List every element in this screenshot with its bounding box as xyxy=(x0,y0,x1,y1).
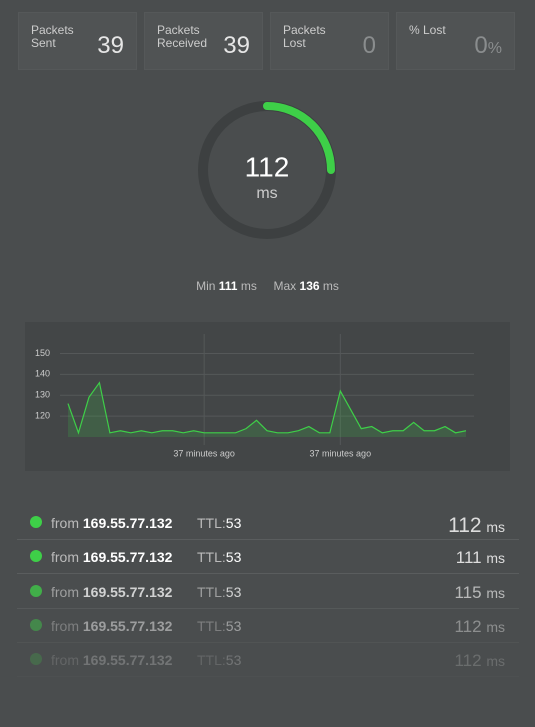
ttl-text: TTL:53 xyxy=(197,549,241,565)
time-value: 112 xyxy=(454,651,482,671)
time-unit: ms xyxy=(486,618,505,635)
status-dot xyxy=(30,550,42,563)
line-area xyxy=(68,382,466,437)
time-value: 112 xyxy=(448,514,482,537)
ttl-label: TTL: xyxy=(197,549,226,566)
gauge-arc xyxy=(263,102,335,174)
from-label: from xyxy=(51,583,79,600)
gauge-unit: ms xyxy=(256,185,277,202)
from-label: from xyxy=(51,515,79,531)
graphics: 112 ms 120 130 140 150 37 minutes ago 37 minu… xyxy=(25,101,510,471)
y-tick-label: 150 xyxy=(35,348,50,358)
ttl-text: TTL:53 xyxy=(197,618,241,634)
ttl-value: 53 xyxy=(225,617,242,634)
time-text: 115 ms xyxy=(454,583,505,603)
status-dot xyxy=(30,653,42,666)
ping-row: from 169.55.77.132 TTL:53 111 ms xyxy=(17,539,519,575)
host: 169.55.77.132 xyxy=(82,549,173,566)
from-text: from 169.55.77.132 xyxy=(51,652,172,668)
time-text: 112 ms xyxy=(454,651,505,671)
ttl-text: TTL:53 xyxy=(197,584,241,600)
stat-value-wrap: 39 xyxy=(223,32,250,60)
from-label: from xyxy=(51,549,79,566)
ping-row: from 169.55.77.132 TTL:53 112 ms xyxy=(17,642,519,678)
from-text: from 169.55.77.132 xyxy=(51,584,172,600)
host: 169.55.77.132 xyxy=(82,515,173,531)
chart-panel xyxy=(25,322,510,471)
gauge-value: 112 xyxy=(245,151,290,182)
time-unit: ms xyxy=(486,653,505,670)
status-dot xyxy=(30,584,42,597)
time-unit: ms xyxy=(486,550,505,567)
from-text: from 169.55.77.132 xyxy=(51,549,172,565)
host: 169.55.77.132 xyxy=(82,617,173,634)
ping-row: from 169.55.77.132 TTL:53 112 ms xyxy=(17,608,519,643)
ttl-text: TTL:53 xyxy=(197,652,241,668)
min-max-summary: Min 111 ms Max 136 ms xyxy=(0,279,535,293)
stat-label: Packets Lost xyxy=(283,23,326,50)
host: 169.55.77.132 xyxy=(82,583,173,600)
line xyxy=(67,381,467,435)
time-value: 112 xyxy=(454,616,482,636)
stat-label: % Lost xyxy=(409,23,446,37)
from-label: from xyxy=(51,652,79,669)
time-text: 112 ms xyxy=(448,514,505,538)
ttl-value: 53 xyxy=(225,583,242,600)
min-label: Min xyxy=(196,279,216,293)
stat-box: % Lost 0% xyxy=(396,12,515,70)
from-text: from 169.55.77.132 xyxy=(51,515,172,531)
from-text: from 169.55.77.132 xyxy=(51,618,172,634)
stat-value: 0 xyxy=(474,32,488,59)
host: 169.55.77.132 xyxy=(82,652,173,669)
chart: 120 130 140 150 37 minutes ago 37 minutes ago xyxy=(35,334,474,458)
ping-row: from 169.55.77.132 TTL:53 112 ms xyxy=(17,505,519,540)
stat-value: 0 xyxy=(362,32,376,59)
stat-label: Packets Sent xyxy=(31,23,74,50)
max-value: 136 xyxy=(299,279,320,293)
x-tick-label: 37 minutes ago xyxy=(173,448,235,458)
ttl-label: TTL: xyxy=(197,515,226,531)
x-tick-label: 37 minutes ago xyxy=(310,448,372,458)
min-unit: ms xyxy=(240,279,257,293)
ttl-value: 53 xyxy=(225,652,242,669)
ttl-value: 53 xyxy=(225,515,242,531)
stat-value-wrap: 0 xyxy=(363,32,376,60)
y-tick-label: 140 xyxy=(35,369,50,379)
stat-value: 39 xyxy=(97,32,124,59)
ping-row: from 169.55.77.132 TTL:53 115 ms xyxy=(17,574,519,609)
time-unit: ms xyxy=(486,519,505,535)
status-dot xyxy=(30,516,42,528)
status-dot xyxy=(30,618,42,631)
max-unit: ms xyxy=(322,279,339,293)
ttl-label: TTL: xyxy=(197,583,226,600)
stat-value: 39 xyxy=(223,32,250,59)
ttl-label: TTL: xyxy=(197,652,226,669)
y-tick-label: 120 xyxy=(35,410,50,420)
stat-value-wrap: 39 xyxy=(97,32,124,60)
time-unit: ms xyxy=(486,584,505,601)
time-value: 111 xyxy=(455,548,482,568)
time-text: 111 ms xyxy=(456,548,505,568)
ttl-label: TTL: xyxy=(197,617,226,634)
time-value: 115 xyxy=(454,582,482,602)
ttl-value: 53 xyxy=(225,549,242,566)
max-label: Max xyxy=(273,279,297,293)
stat-box: Packets Sent 39 xyxy=(18,12,137,70)
stat-box: Packets Lost 0 xyxy=(270,12,389,70)
stat-unit: % xyxy=(487,40,502,57)
ttl-text: TTL:53 xyxy=(197,515,241,531)
time-text: 112 ms xyxy=(454,617,505,637)
y-tick-label: 130 xyxy=(35,390,50,400)
min-value: 111 xyxy=(218,279,238,293)
stat-label: Packets Received xyxy=(157,23,208,50)
stat-box: Packets Received 39 xyxy=(144,12,263,70)
from-label: from xyxy=(51,617,79,634)
stat-value-wrap: 0% xyxy=(474,32,502,60)
